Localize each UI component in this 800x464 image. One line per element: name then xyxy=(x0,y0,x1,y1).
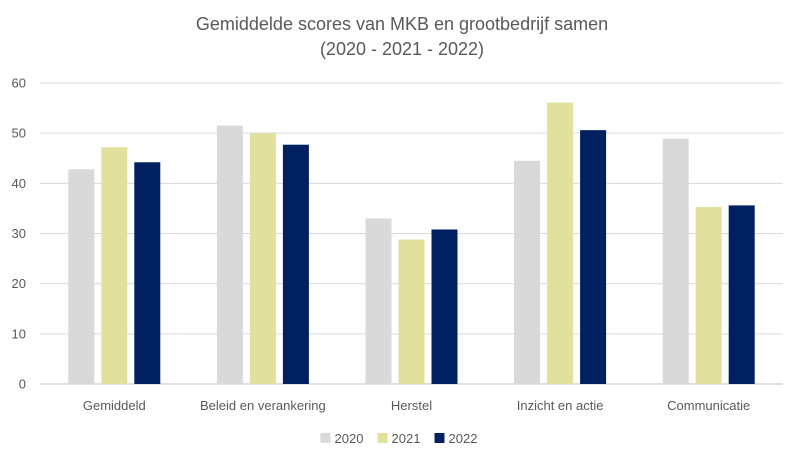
bar-2020 xyxy=(216,125,243,385)
bar-2022 xyxy=(431,229,458,384)
chart-subtitle: (2020 - 2021 - 2022) xyxy=(320,39,484,59)
bar-2022 xyxy=(580,130,607,384)
bar-2021 xyxy=(695,206,722,384)
x-tick-label: Beleid en verankering xyxy=(200,398,326,413)
legend-swatch-2021 xyxy=(377,433,388,443)
y-tick-label: 0 xyxy=(19,377,26,392)
bar-2020 xyxy=(514,160,541,384)
bars xyxy=(68,102,755,385)
bar-2022 xyxy=(728,205,755,384)
bar-2021 xyxy=(547,102,574,384)
x-axis-ticks: Gemiddeld Beleid en verankering Herstel Inz… xyxy=(83,398,750,413)
x-tick-label: Herstel xyxy=(391,398,432,413)
bar-2020 xyxy=(365,218,392,384)
chart-title: Gemiddelde scores van MKB en grootbedrij… xyxy=(196,14,608,34)
legend-swatch-2020 xyxy=(320,433,331,443)
bar-2022 xyxy=(134,162,161,384)
x-tick-label: Inzicht en actie xyxy=(517,398,604,413)
bar-2021 xyxy=(398,239,425,384)
x-tick-label: Communicatie xyxy=(667,398,750,413)
y-tick-label: 50 xyxy=(12,126,26,141)
bar-2021 xyxy=(249,133,276,384)
bar-2020 xyxy=(68,169,95,384)
y-axis-ticks: 0 10 20 30 40 50 60 xyxy=(12,76,26,392)
y-tick-label: 20 xyxy=(12,276,26,291)
x-tick-label: Gemiddeld xyxy=(83,398,146,413)
y-tick-label: 60 xyxy=(12,76,26,91)
legend: 2020 2021 2022 xyxy=(320,431,478,446)
y-tick-label: 30 xyxy=(12,226,26,241)
legend-label: 2022 xyxy=(449,431,478,446)
legend-label: 2020 xyxy=(335,431,364,446)
bar-2020 xyxy=(662,138,689,384)
bar-2021 xyxy=(101,147,128,384)
legend-swatch-2022 xyxy=(434,433,445,443)
y-tick-label: 10 xyxy=(12,326,26,341)
legend-label: 2021 xyxy=(392,431,421,446)
y-tick-label: 40 xyxy=(12,176,26,191)
bar-2022 xyxy=(282,144,309,384)
